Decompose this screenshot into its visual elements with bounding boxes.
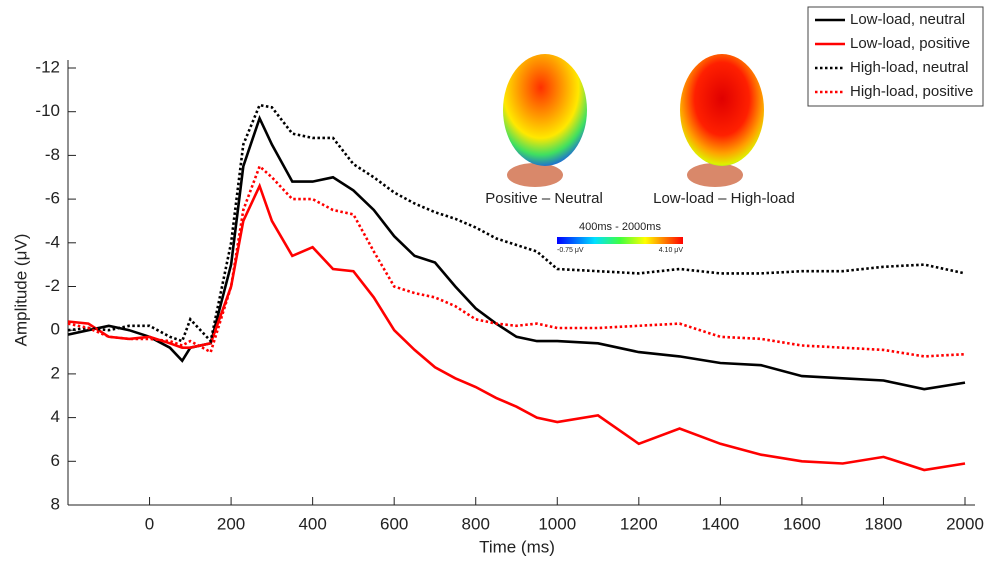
y-tick-label: -10: [35, 101, 60, 120]
annotation: 4.10 μV: [659, 247, 684, 254]
series-line: [67, 164, 966, 358]
y-tick-label: 4: [51, 407, 60, 426]
x-tick-label: 0: [145, 514, 154, 533]
y-tick-label: -6: [45, 189, 60, 208]
x-tick-label: 1800: [865, 514, 903, 533]
legend-label: High-load, neutral: [850, 59, 968, 76]
x-tick-label: 200: [217, 514, 245, 533]
x-tick-label: 600: [380, 514, 408, 533]
annotation: Low-load – High-load: [653, 190, 795, 207]
series-line: [67, 114, 966, 391]
x-tick-label: 800: [462, 514, 490, 533]
y-tick-label: -4: [45, 232, 60, 251]
x-axis-label: Time (ms): [479, 537, 555, 556]
annotation: -0.75 μV: [557, 247, 584, 254]
x-tick-label: 1200: [620, 514, 658, 533]
topomaps: [503, 54, 764, 244]
x-tick-label: 400: [298, 514, 326, 533]
annotation: 400ms - 2000ms: [579, 221, 661, 233]
legend-label: High-load, positive: [850, 83, 973, 100]
y-tick-label: -2: [45, 276, 60, 295]
y-tick-label: 6: [51, 451, 60, 470]
x-tick-label: 1600: [783, 514, 821, 533]
y-tick-label: -8: [45, 145, 60, 164]
annotation: Positive – Neutral: [485, 190, 603, 207]
series-line: [67, 182, 966, 472]
y-tick-label: 2: [51, 363, 60, 382]
x-tick-label: 2000: [946, 514, 984, 533]
x-tick-label: 1400: [701, 514, 739, 533]
y-tick-label: 8: [51, 494, 60, 513]
y-axis-label: Amplitude (μV): [11, 234, 30, 347]
legend: [807, 6, 984, 107]
y-tick-label: -12: [35, 57, 60, 76]
y-tick-label: 0: [51, 320, 60, 339]
legend-label: Low-load, positive: [850, 35, 970, 52]
x-tick-label: 1000: [538, 514, 576, 533]
legend-label: Low-load, neutral: [850, 11, 965, 28]
